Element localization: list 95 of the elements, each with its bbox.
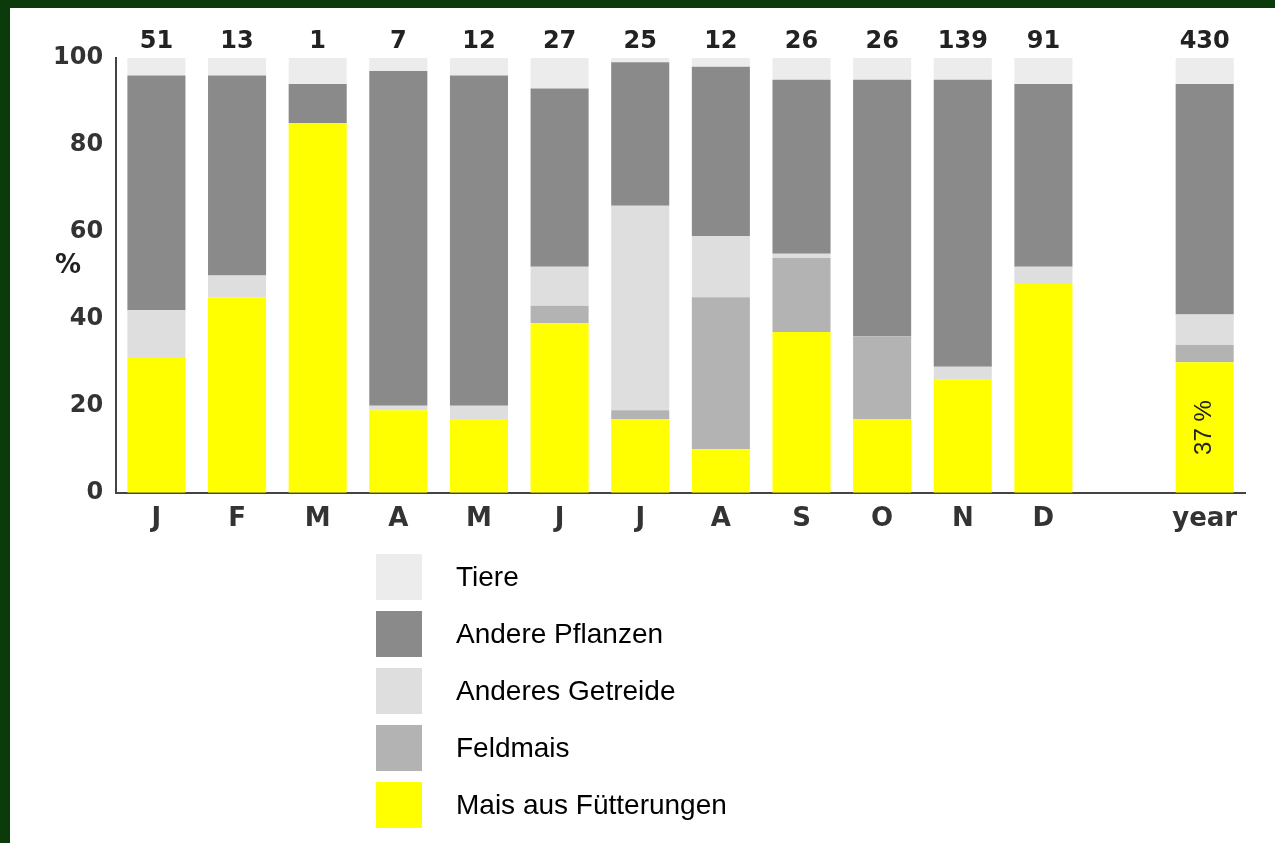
bar <box>933 379 992 493</box>
bar <box>1175 362 1234 493</box>
bar <box>530 58 589 89</box>
bar <box>933 58 992 80</box>
bar <box>1014 58 1073 85</box>
bar <box>853 418 912 493</box>
bar <box>853 79 912 337</box>
bar <box>772 253 831 259</box>
bar <box>449 405 508 419</box>
bar <box>449 75 508 406</box>
bar <box>127 58 186 76</box>
bar <box>691 66 750 237</box>
bar <box>691 58 750 67</box>
x-tick-label: A <box>388 502 409 533</box>
bar <box>691 449 750 493</box>
bar <box>691 297 750 450</box>
y-tick-label: 0 <box>86 477 104 506</box>
y-tick-label: 20 <box>69 390 104 419</box>
bar <box>611 205 670 411</box>
legend-label: Anderes Getreide <box>456 674 676 707</box>
bar <box>1014 284 1073 493</box>
y-tick-label: 80 <box>69 129 104 158</box>
x-tick-label: O <box>871 502 894 533</box>
bar <box>369 405 428 411</box>
bar <box>530 323 589 493</box>
x-tick-label: J <box>552 502 565 533</box>
text: 7 <box>389 26 407 55</box>
text: 430 <box>1179 26 1230 55</box>
bar <box>127 75 186 311</box>
bar <box>933 366 992 380</box>
bar <box>933 79 992 367</box>
bar <box>530 305 589 324</box>
x-tick-label: A <box>710 502 731 533</box>
bar <box>853 336 912 419</box>
bar <box>611 418 670 493</box>
bar <box>127 358 186 493</box>
bar <box>1014 84 1073 267</box>
text: 139 <box>937 26 988 55</box>
bar <box>369 58 428 72</box>
x-tick-label: J <box>149 502 162 533</box>
text: 13 <box>220 26 254 55</box>
bar <box>208 297 267 493</box>
legend-label: Feldmais <box>456 731 570 764</box>
bar <box>208 275 267 298</box>
bar <box>369 410 428 493</box>
legend-label: Andere Pflanzen <box>456 617 664 650</box>
bar <box>530 266 589 306</box>
y-tick-label: 100 <box>52 42 104 71</box>
annotation: 37 % <box>1189 400 1217 455</box>
bar <box>369 71 428 406</box>
bar <box>1175 344 1234 363</box>
text: 91 <box>1026 26 1061 55</box>
x-tick-label: year <box>1172 502 1238 533</box>
bar <box>772 79 831 254</box>
legend-label: Tiere <box>456 560 519 593</box>
y-tick-label: 60 <box>69 216 104 245</box>
bar <box>288 123 347 493</box>
bar <box>449 418 508 493</box>
bar <box>1175 84 1234 315</box>
bar <box>611 410 670 419</box>
bar <box>208 75 267 276</box>
bar <box>1175 314 1234 345</box>
text: 12 <box>462 26 496 55</box>
x-tick-label: J <box>633 502 646 533</box>
bar <box>1014 266 1073 285</box>
bar <box>772 58 831 80</box>
bar <box>288 58 347 85</box>
bar <box>853 58 912 80</box>
bar <box>449 58 508 76</box>
bar <box>530 88 589 267</box>
bar <box>127 310 186 359</box>
bar <box>611 62 670 206</box>
bar <box>772 331 831 493</box>
y-tick-label: 40 <box>69 303 104 332</box>
text: 26 <box>865 26 899 55</box>
text: 12 <box>704 26 738 55</box>
text: 1 <box>309 26 327 55</box>
bar <box>1175 58 1234 85</box>
bar <box>208 58 267 76</box>
text: 27 <box>542 26 577 55</box>
bar <box>691 236 750 298</box>
bar <box>611 58 670 63</box>
text: 26 <box>784 26 819 55</box>
x-tick-label: M <box>304 502 331 533</box>
y-axis-title: % <box>55 249 82 280</box>
x-tick-label: N <box>951 502 974 533</box>
text: 25 <box>623 26 657 55</box>
text: 51 <box>139 26 174 55</box>
legend-label: Mais aus Fütterungen <box>456 788 727 821</box>
x-tick-label: D <box>1032 502 1055 533</box>
x-tick-label: F <box>228 502 246 533</box>
x-tick-label: M <box>466 502 492 533</box>
bar <box>288 84 347 124</box>
x-tick-label: S <box>792 502 811 533</box>
bar <box>772 258 831 332</box>
